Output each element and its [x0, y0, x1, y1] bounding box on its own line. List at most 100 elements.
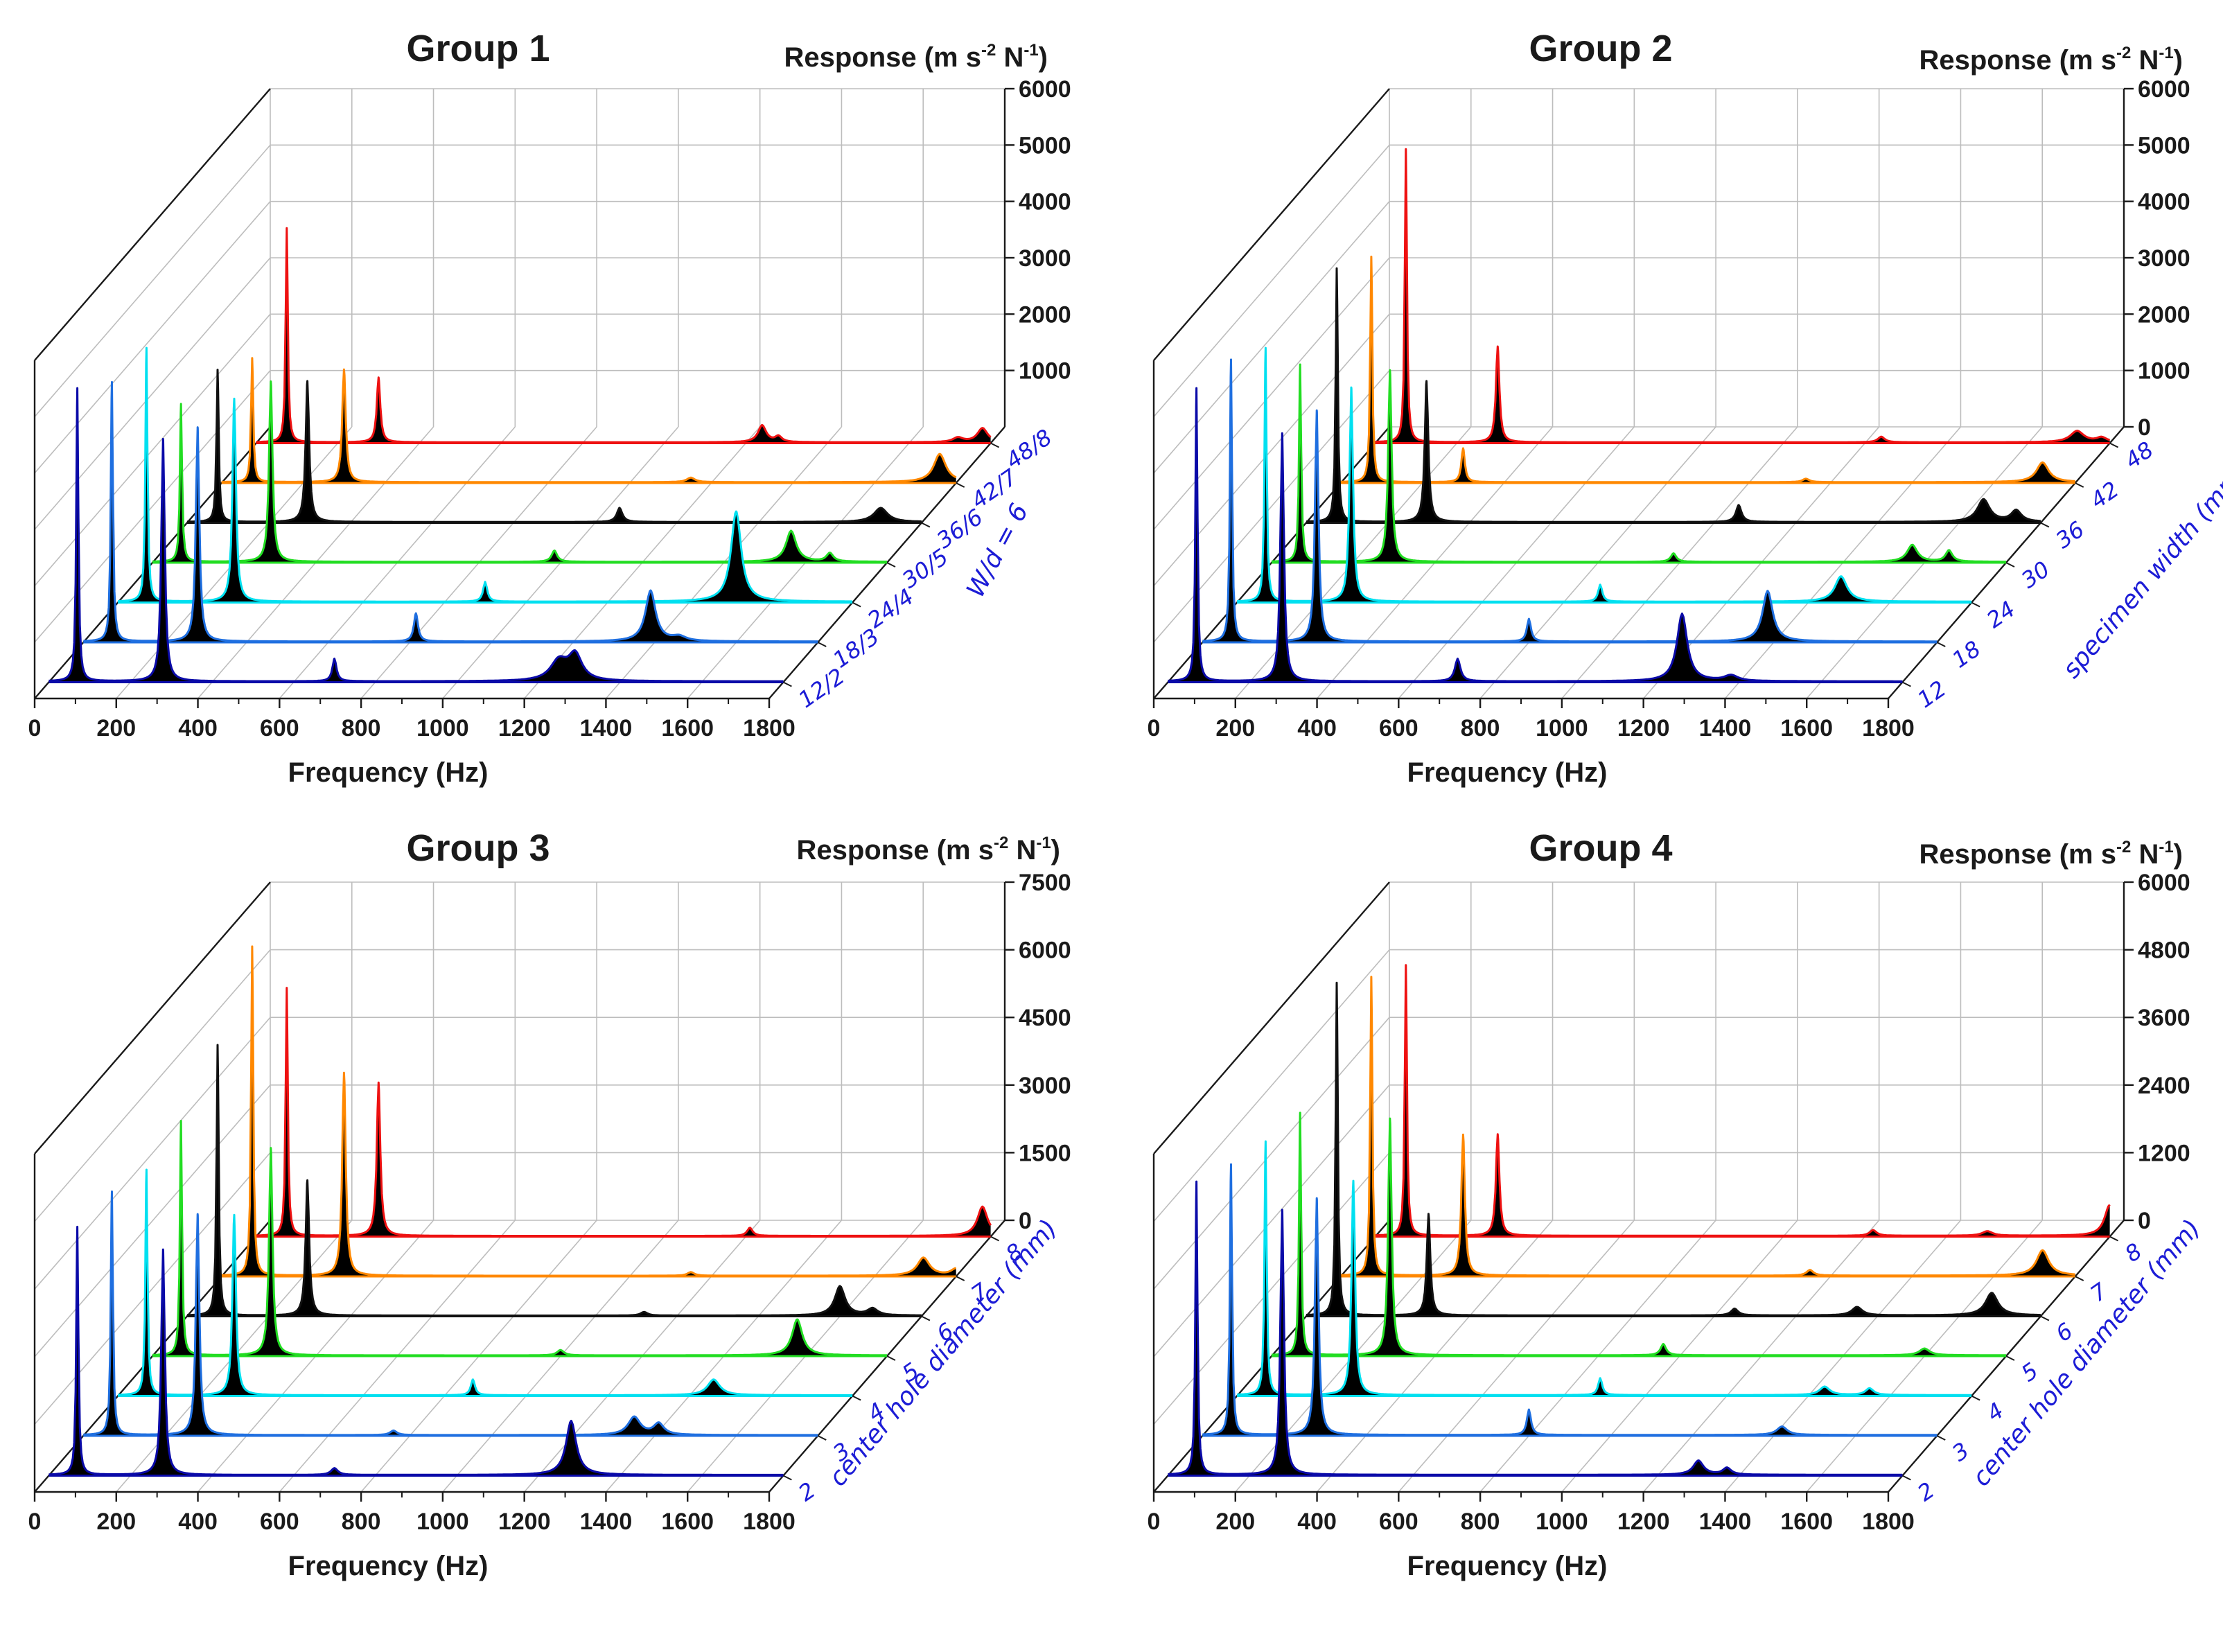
x-tick-label: 400: [1297, 1509, 1337, 1535]
y-tick-label: 4800: [2138, 938, 2190, 964]
y-tick-label: 4000: [1019, 189, 1071, 216]
x-tick-label: 1800: [743, 715, 796, 741]
x-tick-label: 1200: [498, 715, 551, 741]
y-axis: 0 1500 3000 4500 6000 7500: [1005, 870, 1071, 1234]
y-axis: 0 1200 2400 3600 4800 6000: [2124, 870, 2190, 1234]
side-gridline: [34, 1152, 271, 1425]
y-axis: 1000 2000 3000 4000 5000 6000: [1005, 76, 1071, 385]
back-wall-grid: [270, 881, 1005, 1221]
response-axis-title: Response (m s-2 N-1): [796, 834, 1060, 865]
series-24-4: 24/4: [118, 346, 919, 633]
series-4: 4: [1237, 1140, 2008, 1427]
series-line: [1306, 981, 2041, 1317]
series-fill: [1306, 268, 2041, 523]
y-tick-label: 0: [2138, 1208, 2151, 1234]
y-tick-label: 3000: [1019, 245, 1071, 272]
x-tick-label: 800: [1461, 1509, 1500, 1535]
side-gridline: [34, 949, 271, 1222]
y-tick-label: 2000: [2138, 301, 2190, 328]
z-tick-label: 2: [1913, 1477, 1939, 1506]
x-tick-label: 1400: [580, 715, 633, 741]
x-tick-label: 1600: [1780, 1509, 1833, 1535]
x-tick-label: 1600: [661, 715, 714, 741]
x-tick-label: 1000: [416, 1509, 469, 1535]
series-fill: [1306, 983, 2041, 1317]
z-tick-label: 12: [1913, 676, 1951, 713]
x-tick-label: 600: [260, 715, 299, 741]
x-tick-label: 1600: [661, 1509, 714, 1535]
series-line: [118, 346, 853, 603]
series-line: [118, 1168, 853, 1396]
x-tick-label: 0: [28, 1509, 42, 1535]
series-36: 36: [1306, 267, 2089, 554]
series-line: [1340, 255, 2075, 484]
axes-frame: [33, 88, 1006, 700]
x-tick-label: 1200: [1617, 1509, 1670, 1535]
series-line: [1237, 1140, 1972, 1396]
group-1-chart: Group 1 Response (m s-2 N-1) 0 200 400 600 800…: [28, 28, 1071, 788]
z-tick-label: 6: [2051, 1317, 2077, 1347]
series-7: 7: [1340, 976, 2113, 1308]
series-line: [1375, 148, 2111, 443]
side-gridline: [1153, 949, 1390, 1222]
series-6: 6: [1306, 981, 2077, 1347]
group-4-chart: Group 4 Response (m s-2 N-1)0 200 400 600 800…: [1148, 827, 2206, 1581]
x-tick-label: 1200: [1617, 715, 1670, 741]
response-axis-title: Response (m s-2 N-1): [1919, 44, 2183, 76]
side-wall-grid: [34, 88, 271, 643]
x-tick-label: 200: [96, 1509, 136, 1535]
x-tick-label: 1200: [498, 1509, 551, 1535]
z-tick-label: 48: [2120, 437, 2158, 474]
y-tick-label: 6000: [1019, 76, 1071, 103]
chart-title: Group 3: [406, 827, 550, 869]
y-tick-label: 5000: [2138, 132, 2190, 159]
y-tick-label: 1000: [1019, 358, 1071, 385]
z-axis-title: specimen width (mm): [2057, 457, 2223, 684]
series-48: 48: [1375, 148, 2159, 474]
x-tick-label: 800: [342, 1509, 381, 1535]
z-tick-label: 8: [2120, 1238, 2146, 1267]
series-line: [186, 369, 922, 523]
x-tick-label: 600: [1379, 1509, 1418, 1535]
y-axis: 0 1000 2000 3000 4000 5000 6000: [2124, 76, 2190, 441]
series-30: 30: [1271, 363, 2055, 594]
y-tick-label: 1200: [2138, 1140, 2190, 1166]
y-tick-label: 3000: [2138, 245, 2190, 272]
x-axis: 0 200 400 600 800 1000 1200 1400 1600 1800 Frequen…: [1148, 1492, 1915, 1581]
series-line: [256, 987, 992, 1237]
series-5: 5: [1272, 1111, 2043, 1387]
series-36-6: 36/6: [186, 369, 987, 554]
series-line: [152, 380, 887, 563]
series-line: [1271, 363, 2006, 563]
side-gridline: [34, 201, 271, 474]
y-tick-label: 5000: [1019, 132, 1071, 159]
response-axis-title: Response (m s-2 N-1): [784, 41, 1048, 73]
series-line: [152, 1120, 887, 1357]
y-tick-label: 6000: [2138, 76, 2190, 103]
response-axis-title: Response (m s-2 N-1): [1919, 838, 2183, 870]
x-tick-label: 1400: [1699, 715, 1752, 741]
x-axis: 0 200 400 600 800 1000 1200 1400 1600 1800 Frequen…: [28, 1492, 796, 1581]
y-tick-label: 6000: [1019, 938, 1071, 964]
series-line: [49, 1225, 784, 1476]
z-tick-label: 4: [1982, 1397, 2008, 1427]
x-tick-label: 0: [1148, 715, 1161, 741]
series-fill: [221, 358, 956, 483]
back-wall-grid: [270, 88, 1005, 427]
side-gridline: [1153, 1084, 1390, 1357]
x-axis-title: Frequency (Hz): [1407, 757, 1608, 788]
x-tick-label: 200: [96, 715, 136, 741]
x-tick-label: 0: [1148, 1509, 1161, 1535]
y-tick-label: 0: [1019, 1208, 1032, 1234]
series-line: [256, 227, 992, 443]
x-tick-label: 1000: [1536, 1509, 1588, 1535]
back-wall-grid: [1389, 881, 2125, 1221]
series-42-7: 42/7: [221, 357, 1023, 514]
series-line: [221, 945, 956, 1277]
series-line: [221, 357, 957, 484]
z-tick-label: 30: [2016, 556, 2055, 593]
x-axis: 0 200 400 600 800 1000 1200 1400 1600 1800 Frequen…: [28, 698, 796, 788]
x-tick-label: 1800: [1862, 715, 1915, 741]
side-gridline: [1153, 313, 1390, 586]
